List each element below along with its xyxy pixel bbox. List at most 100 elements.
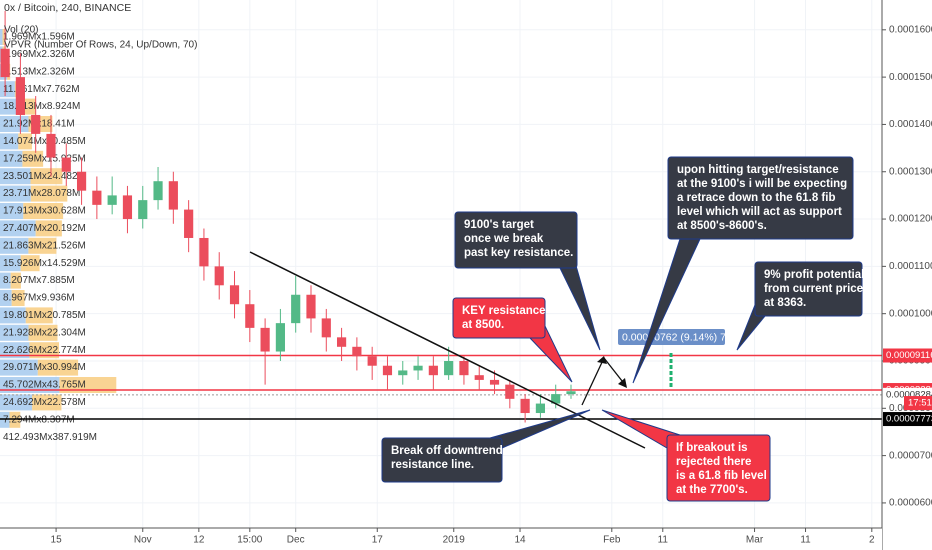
vp-up-bar	[0, 116, 29, 132]
vp-up-bar	[0, 81, 15, 98]
candle-body	[474, 375, 484, 380]
candle-body	[459, 360, 469, 376]
callout-text: rejected there	[676, 456, 751, 468]
vp-up-bar	[0, 203, 24, 219]
y-tick-label: 0.00013000	[889, 166, 932, 177]
callout-text: is a 61.8 fib level	[676, 470, 767, 482]
vp-up-bar	[0, 255, 21, 272]
x-tick-label: 17	[372, 535, 384, 546]
vp-down-bar	[2, 29, 5, 45]
vp-down-bar	[9, 411, 21, 428]
callout-text: past key resistance.	[464, 247, 573, 259]
chart-title: 0x / Bitcoin, 240, BINANCE	[4, 2, 131, 14]
callout-text: Break off downtrend	[391, 445, 503, 457]
callout-text: level which will act as support	[677, 206, 842, 218]
candle-body	[291, 294, 301, 324]
vp-label: 23.501Mx24.482M	[3, 171, 86, 182]
vp-down-bar	[20, 255, 40, 272]
vp-label: 24.692Mx22.578M	[3, 397, 86, 408]
y-tick-label: 0.00015000	[889, 72, 932, 83]
vp-down-bar	[28, 237, 57, 254]
candle-body	[15, 77, 25, 115]
vp-up-bar	[0, 377, 60, 393]
callout-text: a retrace down to the 61.8 fib	[677, 192, 835, 204]
vp-label: 17.259Mx15.925M	[3, 153, 86, 164]
callout-text: at the 7700's.	[676, 484, 748, 496]
candle-body	[551, 394, 561, 404]
candle-body	[275, 323, 285, 352]
x-tick-label: 15:00	[237, 535, 262, 546]
candle-body	[107, 195, 117, 205]
vp-label: 1.969Mx2.326M	[3, 49, 75, 60]
vp-up-bar	[0, 342, 30, 359]
vp-label: 11.461Mx7.762M	[3, 84, 80, 95]
vp-up-bar	[0, 394, 33, 411]
axes: 0.000060000.000070000.000080000.00009000…	[51, 24, 932, 546]
vp-down-bar	[32, 394, 62, 411]
candle-body	[31, 114, 41, 134]
y-tick-label: 0.00014000	[889, 119, 932, 130]
grid	[0, 0, 882, 528]
candle-body	[138, 200, 148, 220]
candle-body	[168, 181, 178, 210]
y-tick-label: 0.00006000	[889, 498, 932, 509]
vp-down-bar	[11, 290, 25, 306]
vp-up-bar	[0, 133, 19, 150]
candle-body	[245, 304, 255, 328]
vp-label: 7.294Mx8.307M	[3, 414, 75, 425]
candle-body	[382, 365, 393, 376]
x-tick-label: 2019	[443, 535, 466, 546]
callout-text: from current price	[764, 283, 863, 295]
candle-body	[566, 391, 576, 395]
candle-body	[184, 209, 194, 238]
candle-body	[260, 327, 270, 352]
candle-body	[76, 171, 87, 191]
callout-text: KEY resistance	[462, 305, 546, 317]
callout-box	[454, 211, 578, 269]
vp-label: 27.407Mx20.192M	[3, 223, 86, 234]
candle-body	[229, 285, 240, 305]
vp-label: 17.913Mx30.628M	[3, 206, 86, 217]
callout-text: upon hitting target/resistance	[677, 164, 839, 176]
x-tick-label: Feb	[603, 535, 621, 546]
callout-text: at 8500's-8600's.	[677, 220, 767, 232]
vp-up-bar	[0, 411, 10, 428]
vp-down-bar	[29, 342, 60, 359]
callout-box	[754, 261, 863, 317]
y-tick-label: 0.00011000	[889, 261, 932, 272]
candle-body	[153, 181, 163, 201]
candle-body	[321, 318, 331, 338]
x-tick-label: Nov	[134, 535, 152, 546]
candle-body	[336, 337, 347, 347]
arrow-head	[618, 378, 627, 388]
vp-down-bar	[37, 359, 79, 376]
callout-box	[381, 437, 503, 483]
measure-box	[618, 329, 725, 345]
candle-body	[428, 365, 438, 376]
vp-up-bar	[0, 237, 29, 254]
candle-body	[92, 190, 102, 205]
callout-text: at the 9100's i will be expecting	[677, 178, 847, 190]
candle-body	[444, 360, 454, 376]
vp-label: 18.513Mx8.924M	[3, 101, 80, 112]
callout-text: If breakout is	[676, 442, 748, 454]
vp-up-bar	[0, 168, 31, 185]
trend-line	[249, 251, 646, 449]
vp-up-bar	[0, 324, 29, 341]
vp-label: 22.626Mx22.774M	[3, 345, 86, 356]
x-tick-label: Dec	[287, 535, 305, 546]
time-axis	[0, 528, 882, 550]
x-tick-label: 15	[51, 535, 63, 546]
y-tick-label: 0.00016000	[889, 24, 932, 35]
vp-label: 15.926Mx14.529M	[3, 258, 86, 269]
price-label: 0.00009116	[886, 350, 932, 361]
candle-body	[46, 133, 56, 158]
candle-body	[214, 266, 224, 286]
vp-label: 1.969Mx1.596M	[3, 32, 75, 43]
price-label-box	[883, 412, 932, 427]
vp-down-bar	[25, 307, 53, 324]
vp-up-bar	[0, 29, 3, 45]
x-tick-label: 11	[658, 535, 669, 546]
vp-down-bar	[24, 98, 36, 115]
